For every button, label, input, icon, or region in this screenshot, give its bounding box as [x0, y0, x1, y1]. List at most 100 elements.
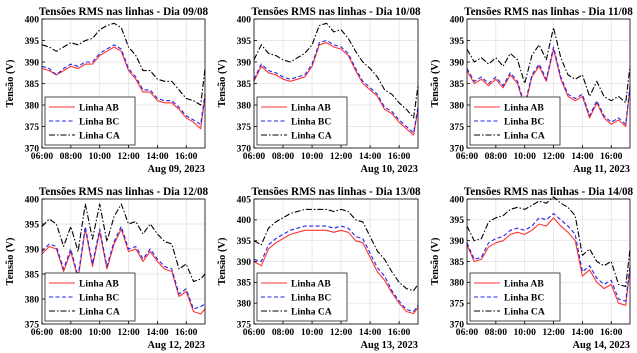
plot-frame	[41, 198, 206, 325]
y-tick-label: 380	[450, 278, 465, 289]
x-tick-label: 08:00	[485, 151, 508, 162]
x-tick-label: 08:00	[272, 327, 295, 338]
legend-label-bc: Linha BC	[504, 116, 544, 127]
legend: Linha AB Linha BC Linha CA	[256, 272, 348, 322]
x-tick-label: 16:00	[600, 151, 623, 162]
legend-label-ab: Linha AB	[291, 278, 331, 289]
chart-title: Tensões RMS nas linhas - Dia 12/08	[39, 186, 209, 198]
chart-title: Tensões RMS nas linhas - Dia 13/08	[251, 186, 421, 198]
x-tick-label: 10:00	[89, 151, 112, 162]
y-tick-label: 385	[450, 79, 465, 90]
y-tick-label: 395	[450, 36, 465, 47]
series-line-ab	[466, 217, 631, 306]
x-tick-label: 14:00	[146, 151, 169, 162]
y-tick-label: 385	[237, 278, 252, 289]
x-tick-label: 10:00	[514, 151, 537, 162]
series-line-bc	[41, 44, 206, 125]
x-date-label: Aug 11, 2023	[573, 164, 630, 175]
legend-label-ca: Linha CA	[291, 306, 332, 317]
series-line-bc	[466, 213, 631, 302]
legend-box	[44, 96, 136, 146]
x-tick-label: 14:00	[571, 327, 594, 338]
x-date-label: Aug 10, 2023	[361, 164, 418, 175]
x-date-label: Aug 13, 2023	[361, 340, 418, 351]
y-tick-label: 370	[237, 143, 252, 154]
x-tick-label: 10:00	[301, 327, 324, 338]
series-line-ca	[253, 208, 419, 292]
y-tick-label: 400	[25, 194, 40, 205]
x-tick-label: 10:00	[301, 151, 324, 162]
x-tick-label: 08:00	[60, 151, 83, 162]
y-tick-label: 385	[25, 269, 40, 280]
x-tick-label: 12:00	[542, 327, 565, 338]
series-line-ca	[41, 203, 206, 283]
x-tick-label: 06:00	[456, 151, 479, 162]
legend-box	[256, 272, 348, 322]
x-tick-label: 10:00	[514, 327, 537, 338]
series-line-bc	[466, 46, 631, 125]
chart-title: Tensões RMS nas linhas - Dia 14/08	[464, 186, 634, 198]
legend-label-ab: Linha AB	[504, 102, 544, 113]
legend: Linha AB Linha BC Linha CA	[44, 272, 136, 322]
legend-label-ab: Linha AB	[79, 278, 119, 289]
series-line-ca	[41, 22, 206, 106]
y-tick-label: 400	[450, 194, 465, 205]
x-tick-label: 06:00	[31, 151, 54, 162]
y-tick-label: 390	[450, 236, 465, 247]
chart-title: Tensões RMS nas linhas - Dia 11/08	[464, 6, 633, 18]
legend-label-ca: Linha CA	[504, 306, 545, 317]
y-tick-label: 400	[237, 14, 252, 25]
y-tick-label: 370	[450, 319, 465, 330]
x-tick-label: 06:00	[243, 327, 266, 338]
y-tick-label: 375	[25, 122, 40, 133]
y-tick-label: 400	[237, 215, 252, 226]
y-tick-label: 390	[450, 57, 465, 68]
x-tick-label: 16:00	[175, 327, 198, 338]
legend: Linha AB Linha BC Linha CA	[469, 96, 561, 146]
y-tick-label: 375	[450, 122, 465, 133]
legend-label-ab: Linha AB	[291, 102, 331, 113]
x-date-label: Aug 14, 2023	[573, 340, 630, 351]
legend-label-bc: Linha BC	[291, 292, 331, 303]
chart-panel-6: 370 375 380 385 390 395 400 06:00 08:00 10:00 12:0…	[430, 186, 634, 351]
y-axis-label: Tensão (V)	[5, 238, 16, 286]
y-tick-label: 375	[237, 319, 252, 330]
legend-label-ca: Linha CA	[79, 130, 120, 141]
x-tick-label: 06:00	[456, 327, 479, 338]
series-line-bc	[253, 39, 419, 134]
series-line-ca	[253, 22, 419, 119]
x-date-label: Aug 09, 2023	[148, 164, 205, 175]
x-tick-label: 14:00	[359, 151, 382, 162]
y-tick-label: 375	[450, 298, 465, 309]
x-date-label: Aug 12, 2023	[148, 340, 205, 351]
legend-label-ca: Linha CA	[504, 130, 545, 141]
legend-box	[469, 96, 561, 146]
series-line-ab	[253, 229, 419, 315]
y-tick-label: 380	[25, 294, 40, 305]
y-tick-label: 400	[450, 14, 465, 25]
x-tick-label: 08:00	[272, 151, 295, 162]
y-axis-label: Tensão (V)	[430, 60, 441, 108]
y-axis-label: Tensão (V)	[217, 238, 228, 286]
y-tick-label: 395	[237, 36, 252, 47]
y-tick-label: 375	[237, 122, 252, 133]
x-tick-label: 08:00	[60, 327, 83, 338]
legend-label-bc: Linha BC	[504, 292, 544, 303]
legend: Linha AB Linha BC Linha CA	[469, 272, 561, 322]
legend-label-bc: Linha BC	[79, 116, 119, 127]
y-tick-label: 385	[237, 79, 252, 90]
series-line-ab	[253, 42, 419, 136]
chart-panel-4: 375 380 385 390 395 400 06:00 08:00 10:00 12:00 14…	[5, 186, 209, 351]
legend-box	[44, 272, 136, 322]
chart-panel-3: 370 375 380 385 390 395 400 06:00 08:00 10:00 12:0…	[430, 6, 633, 175]
y-axis-label: Tensão (V)	[217, 60, 228, 108]
series-line-ab	[41, 228, 206, 315]
x-tick-label: 06:00	[31, 327, 54, 338]
y-axis-label: Tensão (V)	[430, 238, 441, 286]
chart-panel-5: 375 380 385 390 395 400 405 06:00 08:00 10:00 12:0…	[217, 186, 421, 351]
y-tick-label: 390	[25, 57, 40, 68]
legend-label-ca: Linha CA	[291, 130, 332, 141]
x-tick-label: 10:00	[89, 327, 112, 338]
series-line-ca	[466, 27, 631, 104]
